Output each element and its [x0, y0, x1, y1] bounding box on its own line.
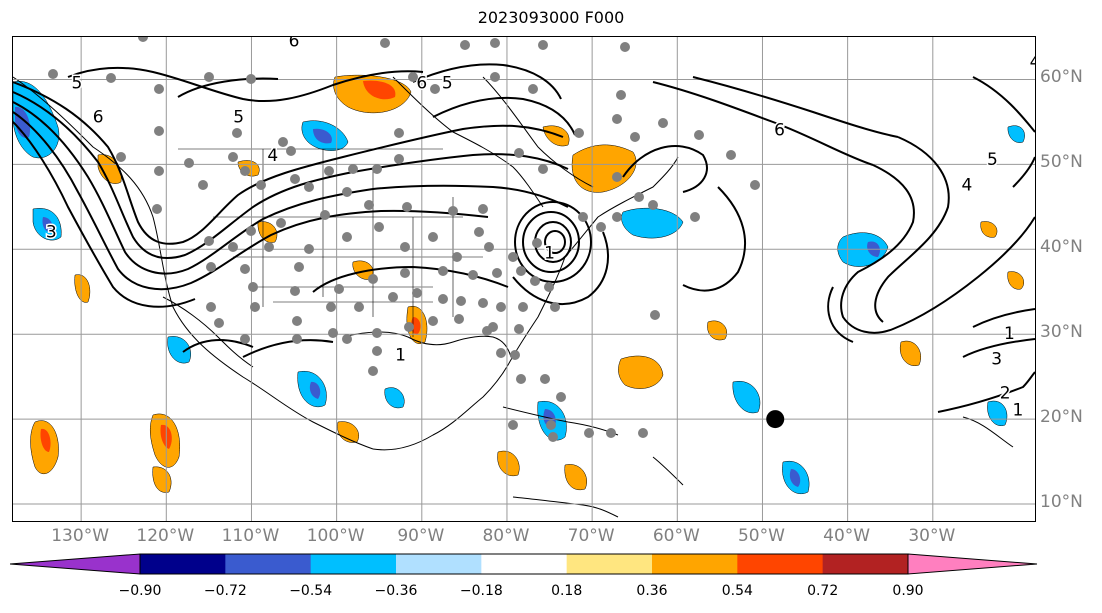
contour-label: 6 [289, 37, 300, 51]
colorbar-tick-label: −0.90 [118, 583, 162, 599]
station-dots [48, 37, 760, 442]
contour-label: 3 [46, 222, 57, 242]
colorbar-tick-label: −0.54 [289, 583, 333, 599]
contour-label: 2 [1000, 384, 1011, 404]
contour-label: 5 [442, 74, 453, 94]
map-panel: 565665431165441321 [12, 36, 1036, 522]
longitude-label: 100°W [306, 526, 365, 546]
contour-label: 5 [233, 108, 244, 128]
contour-label: 1 [544, 244, 555, 264]
colorbar-tick-label: 0.54 [721, 583, 753, 599]
contour-label: 6 [93, 108, 104, 128]
latitude-label: 30°N [1040, 322, 1083, 343]
colorbar-outline [139, 553, 909, 575]
longitude-label: 120°W [136, 526, 195, 546]
contour-label: 1 [395, 345, 406, 365]
longitude-label: 40°W [823, 526, 871, 546]
colorbar-segment [737, 554, 824, 574]
colorbar-tick-label: 0.90 [892, 583, 924, 599]
colorbar-extend-low [10, 553, 141, 575]
colorbar-tick-label: 0.72 [807, 583, 839, 599]
gridlines [13, 37, 1035, 521]
contour-label: 1 [1013, 401, 1024, 421]
longitude-label: 80°W [482, 526, 530, 546]
contour-label: 5 [71, 74, 82, 94]
contour-label: 5 [987, 150, 998, 170]
position-marker [766, 410, 785, 429]
longitude-label: 50°W [737, 526, 785, 546]
map-title: 2023093000 F000 [477, 8, 625, 27]
longitude-label: 90°W [397, 526, 445, 546]
latitude-label: 60°N [1040, 67, 1083, 88]
latitude-label: 20°N [1040, 407, 1083, 428]
colorbar-tick-label: −0.72 [203, 583, 247, 599]
contour-label: 6 [774, 120, 785, 140]
colorbar-tick-label: −0.18 [459, 583, 503, 599]
coastlines [13, 76, 1014, 518]
contour-label: 4 [1030, 52, 1035, 72]
latitude-label: 10°N [1040, 492, 1083, 513]
colorbar-segment [566, 554, 653, 574]
latitude-label: 50°N [1040, 152, 1083, 173]
longitude-label: 130°W [51, 526, 110, 546]
colorbar-extend-high [907, 553, 1038, 575]
colorbar-tick-label: 0.18 [551, 583, 583, 599]
contour-lines [13, 63, 1035, 413]
contour-labels: 565665431165441321 [44, 37, 1035, 422]
colorbar [10, 553, 1038, 575]
colorbar-segment [310, 554, 397, 574]
longitude-label: 110°W [221, 526, 280, 546]
colorbar-segment [481, 554, 568, 574]
colorbar-segment [225, 554, 312, 574]
colorbar-segment [652, 554, 738, 574]
contour-label: 3 [991, 350, 1002, 370]
colorbar-segment [822, 554, 909, 574]
contour-label: 4 [267, 146, 278, 166]
contour-label: 4 [961, 176, 972, 196]
colorbar-segment [140, 554, 226, 574]
contour-label: 6 [416, 74, 427, 94]
longitude-label: 30°W [908, 526, 956, 546]
latitude-label: 40°N [1040, 237, 1083, 258]
contour-label: 1 [1004, 324, 1015, 344]
marker-layer [766, 410, 785, 429]
colorbar-tick-label: −0.36 [374, 583, 418, 599]
colorbar-segment [396, 554, 482, 574]
longitude-label: 70°W [567, 526, 615, 546]
colorbar-tick-label: 0.36 [636, 583, 668, 599]
map-canvas: 565665431165441321 [13, 37, 1035, 521]
longitude-label: 60°W [652, 526, 700, 546]
